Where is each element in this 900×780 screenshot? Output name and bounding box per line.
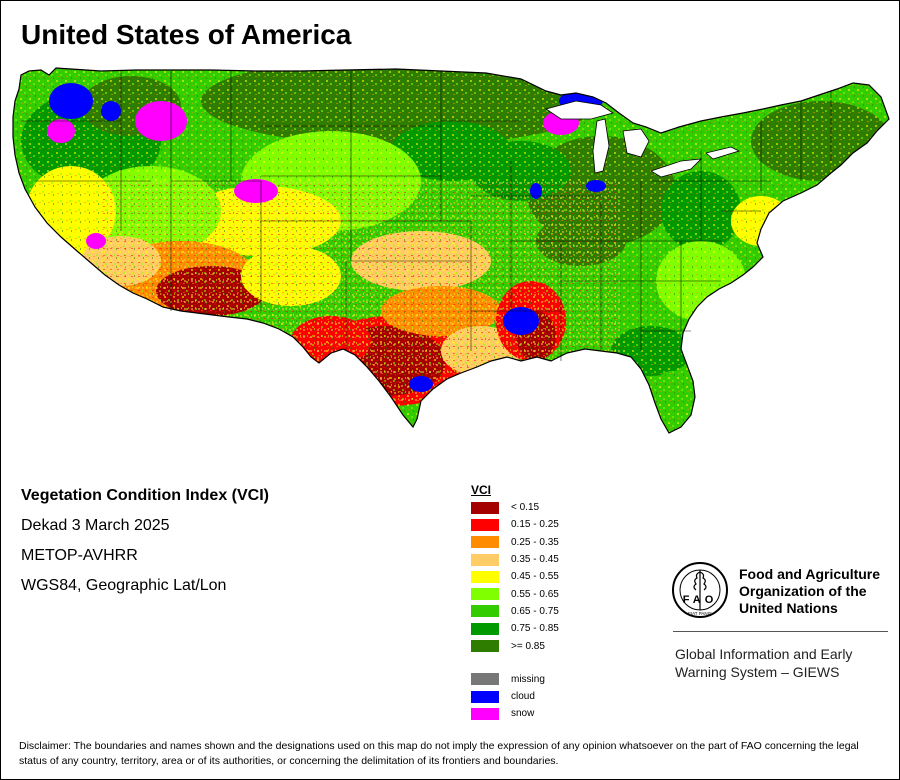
legend-label: 0.45 - 0.55 [511,571,559,583]
great-lakes [545,100,741,178]
legend-label: 0.25 - 0.35 [511,536,559,548]
index-name: Vegetation Condition Index (VCI) [21,487,269,504]
legend-label: 0.35 - 0.45 [511,554,559,566]
legend-class-2: 0.25 - 0.35 [471,534,559,551]
legend-swatch [471,707,499,720]
svg-text:FAO: FAO [683,594,718,606]
legend-class-5: 0.55 - 0.65 [471,585,559,602]
legend-swatch [471,570,499,583]
state-boundaries [21,71,832,361]
legend-swatch [471,536,499,549]
legend-label: >= 0.85 [511,640,545,652]
legend-label: < 0.15 [511,502,540,514]
legend-label: 0.15 - 0.25 [511,519,559,531]
legend-extra-2: snow [471,705,559,722]
legend-class-7: 0.75 - 0.85 [471,620,559,637]
legend-swatch [471,640,499,653]
legend-swatch [471,673,499,686]
legend-class-6: 0.65 - 0.75 [471,603,559,620]
giews-name: Global Information and Early Warning Sys… [675,646,853,680]
legend-swatch [471,553,499,566]
page-title: United States of America [21,19,352,50]
legend-swatch [471,622,499,635]
legend-title: VCI [471,483,492,497]
legend-label: missing [511,673,545,685]
legend-class-4: 0.45 - 0.55 [471,568,559,585]
svg-text:FIAT PANIS: FIAT PANIS [688,611,712,616]
vci-map [12,67,890,434]
legend-swatch [471,690,499,703]
legend-extra-0: missing [471,671,559,688]
legend-label: 0.55 - 0.65 [511,588,559,600]
disclaimer: Disclaimer: The boundaries and names sho… [19,740,859,767]
legend-swatch [471,501,499,514]
legend-extra-1: cloud [471,688,559,705]
legend-label: snow [511,708,535,720]
legend-swatch [471,588,499,601]
legend-label: 0.65 - 0.75 [511,605,559,617]
fao-emblem-icon: FAO FIAT PANIS [672,562,728,618]
legend-classes: < 0.15 0.15 - 0.25 0.25 - 0.35 0.35 - 0.45 0… [471,499,559,655]
legend-extra: missing cloud snow [471,671,559,723]
legend-swatch [471,518,499,531]
projection: WGS84, Geographic Lat/Lon [21,577,227,594]
map-info: Vegetation Condition Index (VCI) Dekad 3… [21,487,269,607]
legend-swatch [471,605,499,618]
period: Dekad 3 March 2025 [21,517,170,534]
legend-label: cloud [511,691,535,703]
legend-class-0: < 0.15 [471,499,559,516]
legend-class-3: 0.35 - 0.45 [471,551,559,568]
fao-divider [673,631,888,632]
vci-legend: VCI < 0.15 0.15 - 0.25 0.25 - 0.35 0.35 - 0… [471,483,559,723]
sensor: METOP-AVHRR [21,547,138,564]
legend-class-8: >= 0.85 [471,637,559,654]
fao-org-name: Food and Agriculture Organization of the… [739,566,881,616]
legend-class-1: 0.15 - 0.25 [471,516,559,533]
legend-label: 0.75 - 0.85 [511,623,559,635]
